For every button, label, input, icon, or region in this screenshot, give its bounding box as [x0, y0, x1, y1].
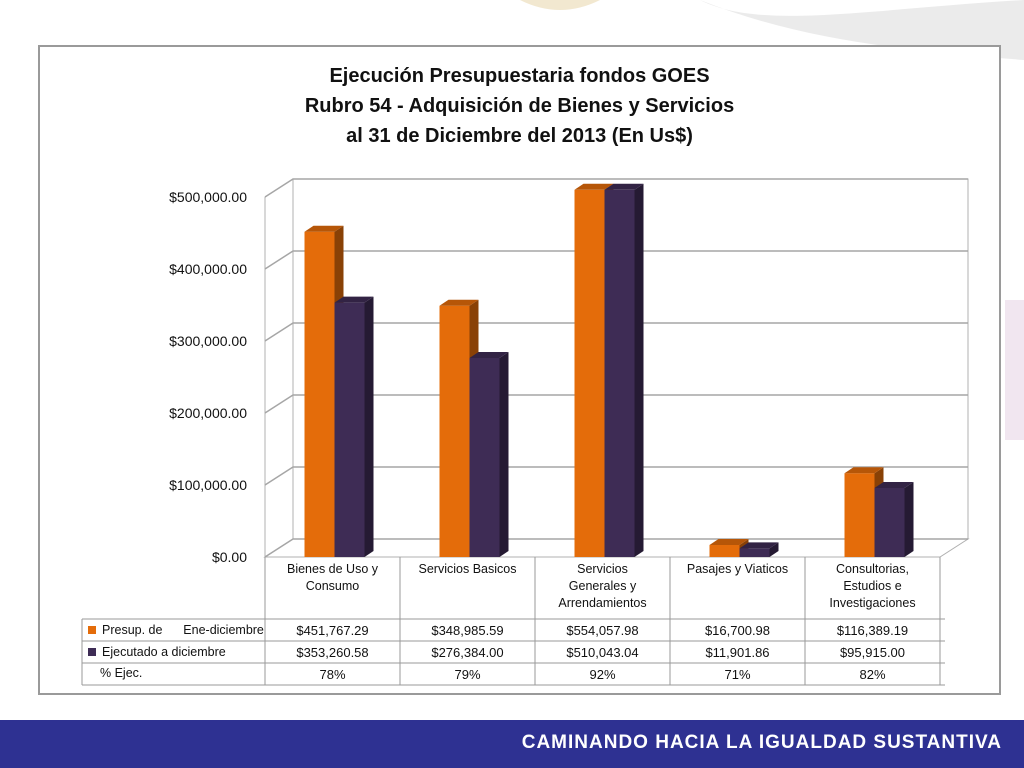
- legend-swatch: [88, 626, 96, 634]
- y-tick-label: $300,000.00: [169, 333, 247, 349]
- pct-label: 92%: [589, 667, 615, 682]
- bar-side: [364, 296, 374, 557]
- bar-top: [874, 481, 914, 488]
- data-label: $116,389.19: [837, 623, 908, 638]
- x-tick-label: Bienes de Uso y: [287, 562, 379, 576]
- bar: [439, 305, 470, 557]
- gridline: [264, 322, 968, 342]
- bar: [469, 358, 500, 557]
- bar-side: [904, 481, 914, 557]
- gridline: [264, 394, 968, 414]
- bar-top: [439, 299, 479, 306]
- data-label: $353,260.58: [296, 645, 368, 660]
- x-tick-label: Consumo: [306, 579, 360, 593]
- chart-title-line-2: Rubro 54 - Adquisición de Bienes y Servi…: [304, 95, 735, 117]
- y-tick-label: $0.00: [212, 549, 247, 565]
- legend-label: Ejecutado a diciembre: [102, 645, 226, 659]
- bar-top: [709, 538, 749, 545]
- bar: [874, 487, 905, 557]
- y-tick-label: $400,000.00: [169, 261, 247, 277]
- pct-label: 79%: [454, 667, 480, 682]
- bar-top: [604, 183, 644, 190]
- bar: [574, 189, 605, 558]
- y-tick-label: $200,000.00: [169, 405, 247, 421]
- legend-label: Presup. de Ene-diciembre: [102, 623, 264, 637]
- x-tick-label: Servicios Basicos: [419, 562, 517, 576]
- bar-side: [634, 183, 644, 558]
- data-label: $11,901.86: [705, 645, 769, 660]
- chart-title: Ejecución Presupuestaria fondos GOES Rub…: [40, 61, 999, 151]
- data-label: $451,767.29: [296, 623, 368, 638]
- chart-title-line-3: al 31 de Diciembre del 2013 (En Us$): [346, 125, 693, 147]
- bar: [334, 302, 365, 557]
- pct-label: 82%: [859, 667, 885, 682]
- bar-top: [304, 225, 344, 232]
- chart-frame: Ejecución Presupuestaria fondos GOES Rub…: [38, 45, 1001, 695]
- x-tick-label: Pasajes y Viaticos: [687, 562, 788, 576]
- bar-top: [844, 467, 884, 474]
- bar-side: [499, 352, 509, 557]
- x-tick-label: Arrendamientos: [558, 596, 646, 610]
- x-tick-label: Estudios e: [843, 579, 901, 593]
- bar: [604, 189, 635, 558]
- gridline: [264, 466, 968, 486]
- bar-side: [769, 542, 779, 557]
- bar: [739, 548, 770, 557]
- bar-top: [334, 296, 374, 303]
- bar-top: [469, 352, 509, 359]
- bar-top: [739, 542, 779, 549]
- data-label: $95,915.00: [840, 645, 905, 660]
- data-label: $554,057.98: [566, 623, 638, 638]
- data-label: $16,700.98: [705, 623, 770, 638]
- pct-label: 71%: [724, 667, 750, 682]
- y-tick-label: $100,000.00: [169, 477, 247, 493]
- data-label: $510,043.04: [566, 645, 638, 660]
- x-tick-label: Generales y: [569, 579, 637, 593]
- x-tick-label: Investigaciones: [829, 596, 915, 610]
- bar: [844, 473, 875, 557]
- bar: [709, 544, 740, 557]
- data-label: $348,985.59: [431, 623, 503, 638]
- bar-chart: $0.00 $100,000.00 $200,000.00 $300,000.00 $4…: [81, 178, 970, 686]
- data-label: $276,384.00: [431, 645, 503, 660]
- bar: [304, 231, 335, 558]
- y-tick-label: $500,000.00: [169, 189, 247, 205]
- gridline: [264, 178, 968, 198]
- pct-label: 78%: [319, 667, 345, 682]
- legend-swatch: [88, 648, 96, 656]
- x-tick-label: Servicios: [577, 562, 628, 576]
- footer-band: CAMINANDO HACIA LA IGUALDAD SUSTANTIVA: [0, 720, 1024, 768]
- chart-title-line-1: Ejecución Presupuestaria fondos GOES: [329, 65, 710, 87]
- gridline: [264, 250, 968, 270]
- footer-slogan: CAMINANDO HACIA LA IGUALDAD SUSTANTIVA: [521, 732, 1002, 753]
- x-tick-label: Consultorias,: [836, 562, 909, 576]
- pct-row-label: % Ejec.: [100, 666, 142, 680]
- bar-top: [574, 183, 614, 190]
